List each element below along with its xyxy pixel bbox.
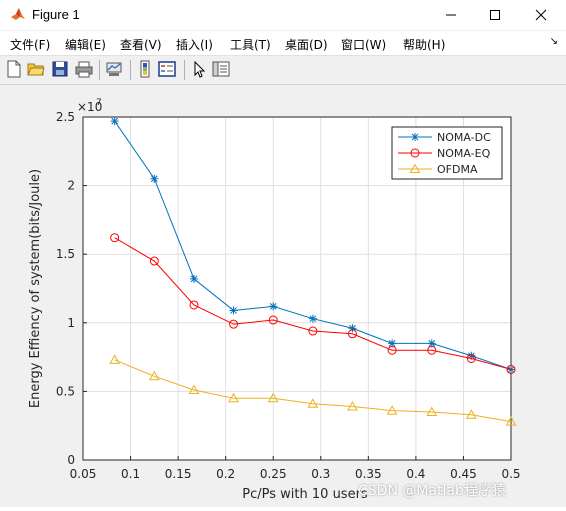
energy-efficiency-chart[interactable]: 0.05 0.1 0.15 0.2 0.25 0.3 0.35 0.4 0.45 0.5 0 0.5 1… (4, 86, 562, 507)
menu-file[interactable]: 文件(F) (10, 38, 51, 52)
legend-icon[interactable] (158, 60, 176, 78)
legend-entry-label: NOMA-EQ (437, 147, 491, 160)
ticks: 0.05 0.1 0.15 0.2 0.25 0.3 0.35 0.4 0.45 0.5 0 0.5 1… (56, 110, 521, 481)
data-point-noma-dc (229, 306, 238, 315)
print-icon[interactable] (75, 60, 93, 78)
legend[interactable]: NOMA-DC NOMA-EQ OFDMA (391, 126, 503, 180)
data-point-ofdma (267, 392, 279, 403)
data-point-noma-eq (506, 364, 516, 374)
menu-edit[interactable]: 编辑(E) (65, 38, 106, 52)
menu-window[interactable]: 窗口(W) (341, 38, 387, 52)
window-title: Figure 1 (32, 7, 80, 22)
data-point-ofdma (347, 400, 358, 411)
data-point-ofdma (505, 416, 517, 426)
x-tick-label: 0.1 (121, 467, 140, 481)
toolbar-separator (99, 60, 100, 80)
data-point-ofdma (148, 370, 160, 381)
link-plot-icon[interactable] (105, 60, 123, 78)
y-tick-label: 2 (67, 179, 75, 193)
data-point-ofdma (228, 392, 239, 403)
data-point-noma-eq (229, 319, 239, 329)
x-tick-label: 0.25 (260, 467, 287, 481)
close-icon (535, 9, 547, 21)
matlab-logo-icon (11, 8, 25, 20)
y-tick-label: 0.5 (56, 384, 75, 398)
data-point-ofdma (465, 409, 477, 419)
menu-help[interactable]: 帮助(H) (403, 38, 446, 52)
y-tick-label: 1.5 (56, 247, 75, 261)
y-tick-label: 0 (67, 453, 75, 467)
maximize-button[interactable] (472, 0, 518, 30)
data-point-noma-dc (110, 117, 119, 126)
y-tick-label: 1 (67, 316, 75, 330)
y-exponent-power: 7 (96, 98, 102, 108)
data-point-noma-eq (427, 345, 437, 355)
legend-entry-label: NOMA-DC (437, 131, 491, 144)
close-button[interactable] (518, 0, 564, 30)
legend-marker (409, 163, 421, 173)
x-tick-label: 0.2 (216, 467, 235, 481)
x-tick-label: 0.45 (450, 467, 477, 481)
y-axis-label: Energy Effiency of system(bits/Joule) (28, 169, 43, 408)
menu-desktop[interactable]: 桌面(D) (285, 38, 328, 52)
data-point-noma-dc (150, 174, 159, 183)
toolbar-separator (130, 60, 131, 80)
open-file-icon[interactable] (27, 60, 45, 78)
x-tick-label: 0.3 (311, 467, 330, 481)
menu-tools[interactable]: 工具(T) (230, 38, 271, 52)
maximize-icon (490, 10, 500, 20)
data-point-ofdma (188, 384, 200, 395)
new-figure-icon[interactable] (5, 60, 23, 78)
legend-marker (411, 133, 419, 141)
x-tick-label: 0.4 (406, 467, 425, 481)
series-line-ofdma (114, 359, 512, 423)
axes-box (82, 116, 512, 461)
menu-view[interactable]: 查看(V) (120, 38, 162, 52)
legend-entry-label: OFDMA (437, 163, 478, 176)
figure-toolbar (0, 56, 566, 85)
y-exponent-label: ×10 (77, 100, 102, 114)
data-point-ofdma (426, 406, 438, 416)
data-point-ofdma (109, 354, 121, 364)
x-tick-label: 0.05 (70, 467, 97, 481)
data-point-noma-eq (387, 345, 397, 355)
data-point-noma-eq (308, 326, 318, 336)
figure-canvas: 0.05 0.1 0.15 0.2 0.25 0.3 0.35 0.4 0.45 0.5 0 0.5 1… (4, 86, 562, 507)
data-point-noma-dc (308, 314, 317, 323)
data-point-noma-eq (347, 329, 357, 339)
series-line-noma-eq (114, 237, 512, 370)
data-point-noma-eq (149, 256, 159, 266)
menu-insert[interactable]: 插入(I) (176, 38, 213, 52)
data-point-noma-eq (110, 233, 120, 243)
data-point-noma-dc (269, 302, 278, 311)
data-point-noma-dc (189, 274, 198, 283)
x-axis-label: Pc/Ps with 10 users (242, 487, 368, 502)
data-point-ofdma (307, 398, 319, 408)
dock-arrow-icon[interactable]: ↘ (549, 36, 558, 47)
x-tick-label: 0.5 (501, 467, 520, 481)
x-tick-label: 0.35 (355, 467, 382, 481)
minimize-icon (446, 14, 456, 16)
x-tick-label: 0.15 (165, 467, 192, 481)
menu-bar: 文件(F) 编辑(E) 查看(V) 插入(I) 工具(T) 桌面(D) 窗口(W… (0, 31, 566, 56)
save-icon[interactable] (51, 60, 69, 78)
data-point-noma-eq (466, 353, 476, 363)
watermark: CSDN @Matlab程序猿 (358, 483, 506, 499)
y-exponent: ×10 7 (77, 98, 102, 114)
data-point-noma-eq (268, 315, 278, 325)
data-point-ofdma (386, 405, 398, 415)
property-inspector-icon[interactable] (212, 60, 230, 78)
data-point-noma-eq (189, 300, 199, 310)
toolbar-separator (184, 60, 185, 80)
minimize-button[interactable] (428, 0, 474, 30)
y-tick-label: 2.5 (56, 110, 75, 124)
legend-marker (410, 148, 420, 158)
pointer-icon[interactable] (190, 60, 208, 78)
series-lines (109, 117, 517, 426)
title-bar: Figure 1 (0, 0, 566, 30)
colorbar-icon[interactable] (136, 60, 154, 78)
